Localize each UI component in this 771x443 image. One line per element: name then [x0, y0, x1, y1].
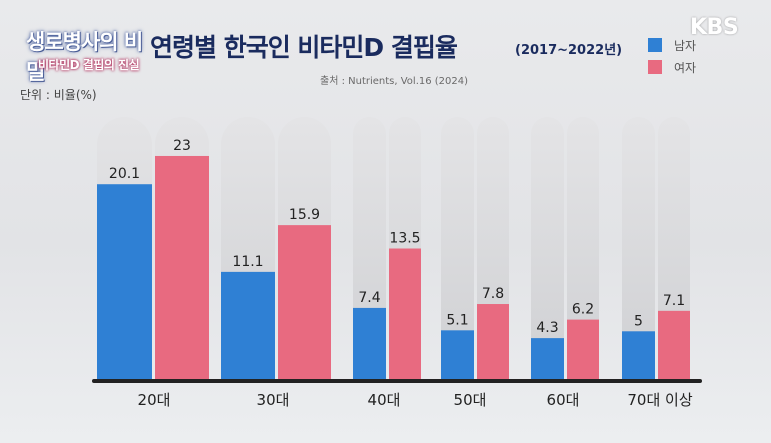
x-axis-line: [92, 379, 702, 383]
data-label-female: 23: [173, 138, 191, 154]
x-tick-label: 60대: [547, 391, 580, 409]
chart-subtitle: (2017~2022년): [515, 43, 623, 58]
bar-female: [155, 155, 209, 380]
bar-male: [441, 330, 474, 380]
data-label-male: 7.4: [358, 290, 380, 306]
data-label-male: 20.1: [109, 166, 140, 182]
data-label-female: 7.8: [482, 286, 504, 302]
unit-label: 단위 : 비율(%): [20, 88, 97, 102]
x-tick-label: 50대: [454, 391, 487, 409]
data-label-female: 6.2: [572, 302, 594, 318]
bar-female: [658, 310, 690, 380]
data-label-male: 5.1: [446, 312, 468, 328]
bar-track-male: [622, 117, 655, 380]
legend-swatch-female: [648, 60, 662, 74]
data-label-female: 15.9: [289, 207, 320, 223]
x-tick-label: 30대: [257, 391, 290, 409]
legend-swatch-male: [648, 38, 662, 52]
bar-track-female: [567, 117, 599, 380]
legend-label-female: 여자: [674, 60, 697, 75]
bar-female: [389, 248, 421, 380]
chart-source: 출처 : Nutrients, Vol.16 (2024): [320, 76, 469, 87]
data-label-female: 7.1: [663, 293, 685, 309]
show-episode-title: 비타민D 결핍의 진실: [38, 58, 140, 72]
data-label-male: 11.1: [232, 254, 263, 270]
x-tick-label: 70대 이상: [627, 391, 692, 409]
data-label-male: 5: [634, 313, 643, 329]
bar-male: [97, 184, 152, 380]
legend-item-male: 남자: [648, 34, 696, 56]
broadcaster-logo: KBS: [690, 15, 739, 40]
bar-male: [353, 307, 386, 380]
bar-female: [278, 225, 331, 380]
chart-title: 연령별 한국인 비타민D 결핍율: [150, 33, 458, 62]
data-label-female: 13.5: [389, 231, 420, 247]
bar-male: [531, 338, 564, 380]
bar-female: [567, 319, 599, 380]
bar-track-male: [441, 117, 474, 380]
data-label-male: 4.3: [536, 320, 558, 336]
chart-legend: 남자 여자: [648, 34, 696, 78]
bar-track-male: [531, 117, 564, 380]
legend-label-male: 남자: [674, 38, 697, 53]
x-tick-label: 40대: [368, 391, 401, 409]
show-logo: 생로병사의 비밀 비타민D 결핍의 진실: [6, 8, 156, 84]
legend-item-female: 여자: [648, 56, 696, 78]
bar-male: [221, 271, 275, 380]
bar-male: [622, 331, 655, 380]
x-tick-label: 20대: [138, 391, 171, 409]
show-title: 생로병사의 비밀: [26, 30, 143, 84]
bar-female: [477, 304, 509, 380]
